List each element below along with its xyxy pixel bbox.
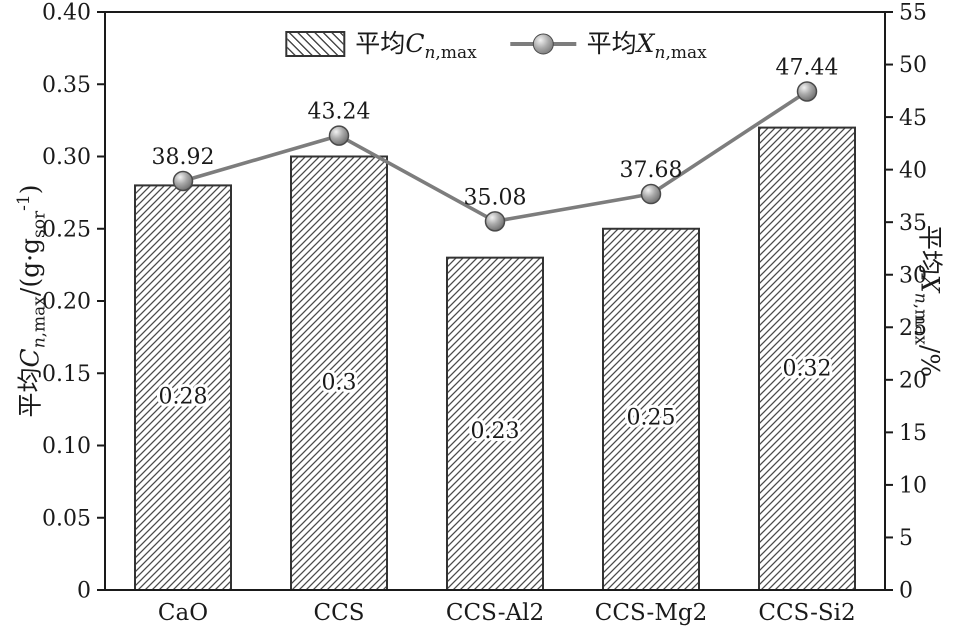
right-axis-title-sub: n,max <box>910 292 931 345</box>
bar-value-label: 0.23 <box>471 419 520 444</box>
right-axis-tick-label: 30 <box>899 263 927 288</box>
point-value-label: 47.44 <box>776 55 839 80</box>
right-axis-tick-label: 55 <box>899 1 927 26</box>
bar-CCS <box>290 155 388 591</box>
right-axis-title: 平均Xn,max/% <box>911 225 950 377</box>
point-value-label: 35.08 <box>464 185 527 210</box>
left-axis-tick-label: 0.30 <box>42 145 91 170</box>
sphere-marker-CCS-Al2 <box>484 211 506 232</box>
point-value-label: 37.68 <box>620 158 683 183</box>
bar-value-label: 0.25 <box>627 405 676 430</box>
sphere-marker-CCS-Si2 <box>796 81 818 102</box>
right-axis-title-prefix: 平均 <box>915 224 945 275</box>
left-axis-tick-label: 0 <box>77 579 91 604</box>
bar-value-label: 0.28 <box>159 384 208 409</box>
x-tick-label: CCS-Si2 <box>758 600 855 626</box>
right-axis-tick-label: 20 <box>899 369 927 394</box>
bar-CCS-Si2 <box>758 126 856 591</box>
left-axis-title-sub: n,max <box>29 296 50 349</box>
right-axis-title-symbol: X <box>915 274 945 293</box>
left-axis-tick-label: 0.35 <box>42 73 91 98</box>
right-axis-tick-label: 10 <box>899 474 927 499</box>
legend-item-bar: 平均Cn,max <box>285 24 477 63</box>
sphere-marker-CCS-Mg2 <box>640 183 662 205</box>
right-axis-tick-label: 15 <box>899 421 927 446</box>
legend-item-line: 平均Xn,max <box>510 24 707 63</box>
left-axis-title-symbol: C <box>15 348 45 368</box>
right-axis-tick-label: 40 <box>899 158 927 183</box>
bar-value-label: 0.32 <box>783 357 832 382</box>
left-axis-title-unit-sub: sor <box>29 210 50 238</box>
left-axis-tick-label: 0.40 <box>42 1 91 26</box>
right-axis-tick-label: 0 <box>899 579 913 604</box>
left-axis-tick-label: 0.10 <box>42 434 91 459</box>
bar-CaO <box>134 184 232 591</box>
sphere-marker-CaO <box>172 170 194 192</box>
left-axis-tick-label: 0.25 <box>42 217 91 242</box>
left-axis-title-unit-sup: -1 <box>14 194 35 211</box>
left-axis-tick-label: 0.15 <box>42 362 91 387</box>
legend-bar-label: 平均Cn,max <box>355 29 477 63</box>
right-axis-title-suffix: /% <box>915 344 945 378</box>
left-axis-tick-label: 0.20 <box>42 290 91 315</box>
legend: 平均Cn,max 平均Xn,max <box>285 24 707 63</box>
right-axis-tick-label: 25 <box>899 316 927 341</box>
plot-frame <box>104 11 886 591</box>
point-value-label: 38.92 <box>152 145 215 170</box>
x-tick-label: CaO <box>158 600 208 626</box>
left-axis-tick-label: 0.05 <box>42 506 91 531</box>
legend-line-label: 平均Xn,max <box>586 29 707 63</box>
right-axis-tick-label: 35 <box>899 211 927 236</box>
right-axis-tick-label: 50 <box>899 53 927 78</box>
left-axis-title-unit-close: ) <box>15 184 45 195</box>
legend-line-marker-icon <box>510 31 577 57</box>
point-value-label: 43.24 <box>308 100 371 125</box>
left-axis-title-unit: /(g·g <box>15 237 45 297</box>
bar-value-label: 0.3 <box>322 371 357 396</box>
right-axis-tick-label: 45 <box>899 106 927 131</box>
right-axis-tick-label: 5 <box>899 526 913 551</box>
left-axis-title: 平均Cn,max/(g·gsor-1) <box>11 184 50 418</box>
bar-CCS-Al2 <box>446 256 544 591</box>
sphere-marker-CCS <box>328 125 350 146</box>
legend-bar-swatch-icon <box>285 30 346 57</box>
x-tick-label: CCS-Al2 <box>446 600 544 626</box>
legend-sphere-marker-icon <box>533 33 555 54</box>
x-tick-label: CCS-Mg2 <box>595 600 707 626</box>
left-axis-title-prefix: 平均 <box>15 367 45 418</box>
bar-CCS-Mg2 <box>602 227 700 591</box>
x-tick-label: CCS <box>314 600 365 626</box>
